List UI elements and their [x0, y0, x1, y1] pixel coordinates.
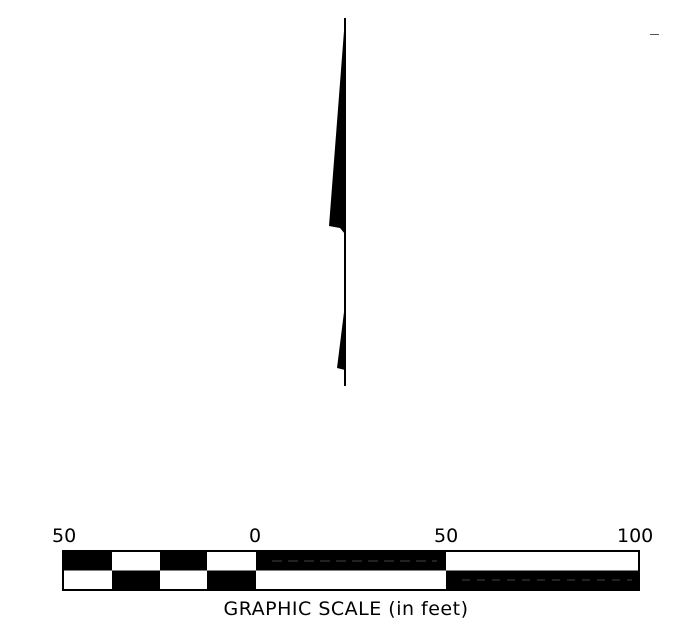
scale-top-seg-5	[256, 551, 446, 571]
scale-bottom-seg-3	[160, 570, 207, 590]
scale-bottom-seg-5	[256, 570, 446, 590]
scale-bar-border	[62, 550, 640, 591]
scale-label-50-right: 50	[434, 525, 459, 547]
scale-top-seg-4	[207, 551, 256, 571]
scale-bottom-seg-4	[207, 570, 256, 590]
scale-top-seg-3	[160, 551, 207, 571]
scale-label-100: 100	[617, 525, 654, 547]
graphic-scale-bar	[62, 550, 640, 591]
stray-mark	[650, 34, 659, 35]
north-arrow-lower-head	[337, 304, 345, 370]
scale-bottom-seg-1	[63, 570, 112, 590]
scale-top-seg-2	[112, 551, 160, 571]
scale-top-seg-6	[446, 551, 639, 571]
scale-top-seg-1	[63, 551, 112, 571]
scale-label-50-left: 50	[52, 525, 77, 547]
scale-label-0: 0	[249, 525, 262, 547]
scale-caption: GRAPHIC SCALE (in feet)	[223, 598, 469, 620]
north-arrow-icon	[329, 18, 346, 386]
scale-bottom-seg-2	[112, 570, 160, 590]
north-arrow-upper-head	[329, 18, 345, 234]
